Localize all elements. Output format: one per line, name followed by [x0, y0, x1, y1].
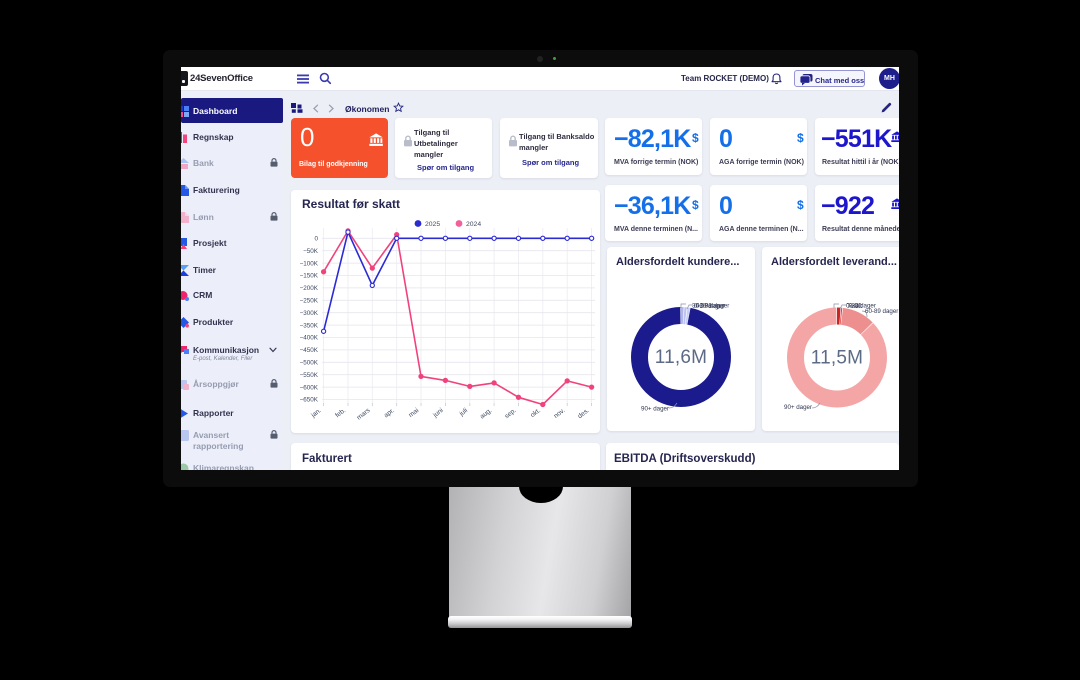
- svg-text:30-59 dager: 30-59 dager: [692, 302, 725, 309]
- svg-text:nov.: nov.: [553, 407, 567, 420]
- svg-text:−600K: −600K: [300, 384, 319, 391]
- svg-text:−450K: −450K: [300, 347, 319, 354]
- svg-text:−400K: −400K: [300, 335, 319, 342]
- svg-text:aug.: aug.: [479, 407, 494, 421]
- svg-text:jan.: jan.: [309, 407, 323, 420]
- svg-text:60-89 dager: 60-89 dager: [865, 308, 898, 315]
- svg-text:11,5M: 11,5M: [811, 348, 863, 369]
- svg-text:−200K: −200K: [300, 285, 319, 292]
- svg-text:sep.: sep.: [504, 407, 518, 420]
- svg-text:0-30: 0-30: [849, 303, 862, 310]
- svg-text:juli: juli: [458, 407, 470, 418]
- svg-text:−250K: −250K: [300, 298, 319, 305]
- svg-text:feb.: feb.: [334, 407, 347, 419]
- svg-text:apr.: apr.: [383, 407, 396, 419]
- svg-text:0-30 dager: 0-30 dager: [694, 303, 724, 310]
- svg-text:juni: juni: [431, 407, 445, 420]
- svg-text:0: 0: [314, 236, 318, 243]
- svg-text:−350K: −350K: [300, 322, 319, 329]
- svg-text:okt.: okt.: [529, 407, 542, 419]
- svg-text:90+ dager: 90+ dager: [784, 404, 812, 411]
- svg-text:Totalt: Totalt: [847, 303, 862, 310]
- svg-text:90+ dager: 90+ dager: [641, 406, 669, 413]
- svg-text:mars: mars: [356, 407, 372, 422]
- svg-text:mai: mai: [408, 407, 421, 419]
- svg-text:des.: des.: [577, 407, 591, 420]
- svg-text:−300K: −300K: [300, 310, 319, 317]
- svg-text:2024: 2024: [466, 221, 481, 228]
- svg-text:0-30 dager: 0-30 dager: [846, 303, 876, 310]
- svg-text:−100K: −100K: [300, 260, 319, 267]
- svg-text:11,6M: 11,6M: [655, 347, 707, 368]
- svg-text:−150K: −150K: [300, 273, 319, 280]
- svg-text:−50K: −50K: [303, 248, 319, 255]
- svg-text:2025: 2025: [425, 221, 440, 228]
- svg-text:−500K: −500K: [300, 360, 319, 367]
- svg-text:−550K: −550K: [300, 372, 319, 379]
- svg-text:60-89 dager: 60-89 dager: [696, 303, 729, 310]
- svg-text:−650K: −650K: [300, 397, 319, 404]
